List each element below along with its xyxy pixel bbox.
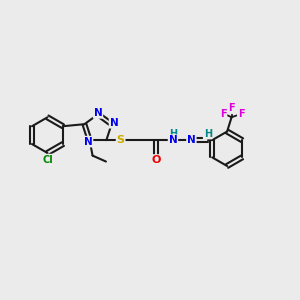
Text: O: O: [151, 155, 160, 165]
Text: N: N: [187, 135, 196, 145]
Text: N: N: [169, 135, 177, 145]
Text: H: H: [169, 129, 177, 139]
Text: F: F: [228, 103, 235, 113]
Text: Cl: Cl: [42, 154, 53, 164]
Text: N: N: [94, 108, 102, 118]
Text: N: N: [110, 118, 118, 128]
Text: N: N: [84, 136, 92, 147]
Text: F: F: [238, 109, 244, 119]
Text: S: S: [117, 135, 124, 145]
Text: F: F: [220, 109, 226, 119]
Text: H: H: [204, 129, 212, 139]
